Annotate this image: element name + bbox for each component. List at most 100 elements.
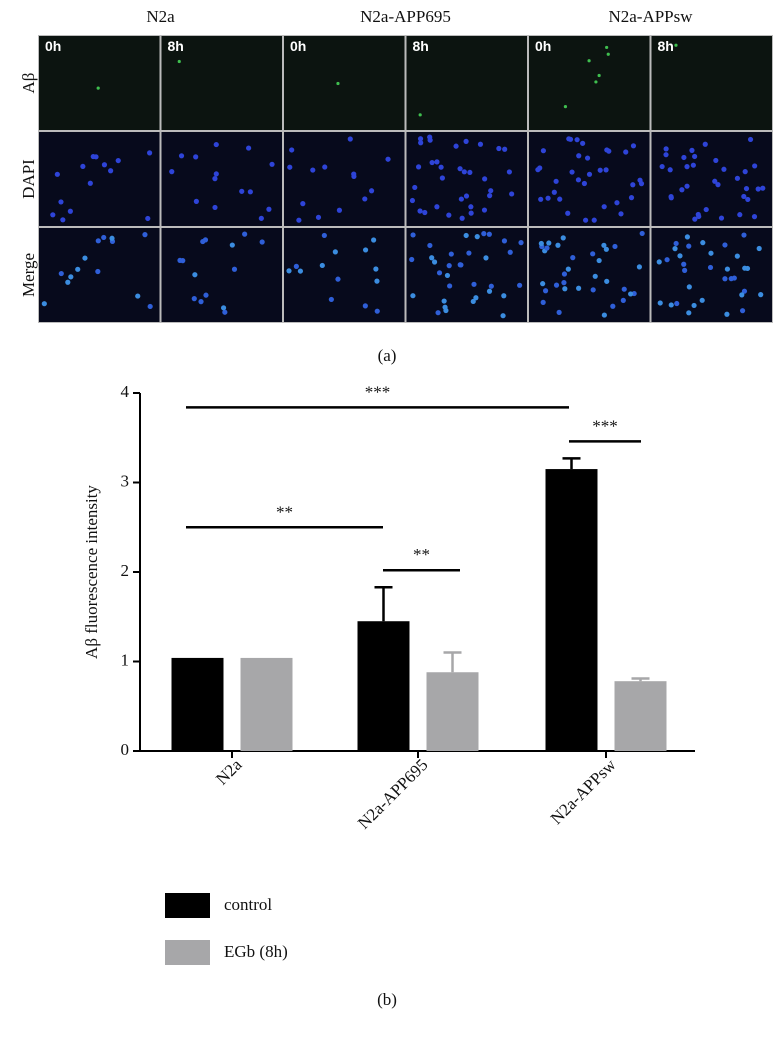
cell-dot [702,141,708,147]
cell-dot [724,266,731,272]
cell-dot [628,195,635,201]
cell-dot [501,293,507,299]
cell-dot [481,231,487,237]
cell-dot [747,136,754,143]
cell-dot [592,273,598,279]
bar [614,681,667,751]
cell-dot [297,268,304,274]
cell-dot [67,208,73,214]
cell-dot [429,159,435,166]
cell-dot [68,274,74,280]
cell-dot [50,212,56,218]
x-tick-label: N2a-APPsw [547,755,620,828]
cell-dot [553,178,559,184]
significance-label: *** [365,382,391,401]
cell-dot [690,162,696,168]
cell-dot [674,43,678,47]
cell-dot [721,166,727,172]
significance-label: *** [592,416,618,435]
cell-dot [415,164,422,170]
micrograph [283,131,406,227]
cell-dot [668,302,674,308]
micrograph [283,35,406,131]
cell-dot [707,264,714,271]
micrograph [283,227,406,323]
cell-dot [463,193,470,199]
cell-dot [700,240,706,246]
cell-dot [586,171,593,177]
cell-dot [145,215,151,222]
time-label: 8h [658,38,674,54]
cell-dot [699,297,705,303]
cell-dot [570,255,576,261]
cell-dot [556,309,562,315]
micrograph [38,131,161,227]
cell-dot [213,171,219,177]
cell-dot [441,298,447,304]
cell-dot [461,169,467,175]
cell-dot [703,206,709,213]
cell-dot [742,169,748,175]
legend-swatch [165,893,210,918]
cell-dot [310,167,316,173]
cell-dot [681,154,687,161]
error-bar [631,677,650,682]
cell-dot [371,237,377,243]
cell-dot [362,303,368,309]
cell-dot [239,188,245,194]
cell-dot [576,285,582,291]
cell-dot [667,167,673,173]
y-tick-label: 2 [121,561,130,580]
cell-dot [621,286,627,292]
cell-dot [58,199,64,205]
cell-dot [584,155,591,161]
cell-dot [580,140,586,146]
cell-dot [574,137,580,143]
cell-dot [590,251,596,257]
cell-dot [474,234,480,240]
cell-dot [535,167,541,173]
cell-dot [80,163,86,170]
cell-dot [567,136,574,142]
x-tick-label: N2a-APP695 [354,755,432,833]
row-label: DAPI [19,159,38,199]
cell-dot [606,148,612,154]
cell-dot [628,291,634,297]
bar [357,621,410,751]
cell-dot [594,80,598,84]
cell-dot [663,146,669,152]
cell-dot [468,210,474,216]
cell-dot [605,45,609,50]
cell-dot [446,212,452,218]
cell-dot [373,266,379,272]
cell-dot [486,288,493,294]
bar [545,469,598,751]
cell-dot [518,240,524,246]
cell-dot [758,292,764,298]
cell-dot [258,215,264,221]
cell-dot [95,268,101,275]
cell-dot [565,210,571,216]
cell-dot [467,169,473,176]
cell-dot [418,113,422,117]
cell-dot [409,197,416,204]
cell-dot [328,296,334,303]
cell-dot [741,232,747,238]
cell-dot [506,169,512,175]
cell-dot [463,138,469,144]
cell-dot [630,143,637,149]
cell-dot [597,73,601,78]
cell-dot [630,182,636,188]
cell-dot [96,86,100,90]
cell-dot [563,105,568,109]
cell-dot [560,235,566,241]
y-tick-label: 1 [121,650,130,669]
cell-dot [135,293,141,299]
cell-dot [438,164,444,170]
cell-dot [741,193,747,200]
cell-dot [108,168,114,174]
cell-dot [668,193,674,200]
micrograph [528,131,651,227]
cell-dot [673,240,679,247]
cell-dot [385,156,391,162]
